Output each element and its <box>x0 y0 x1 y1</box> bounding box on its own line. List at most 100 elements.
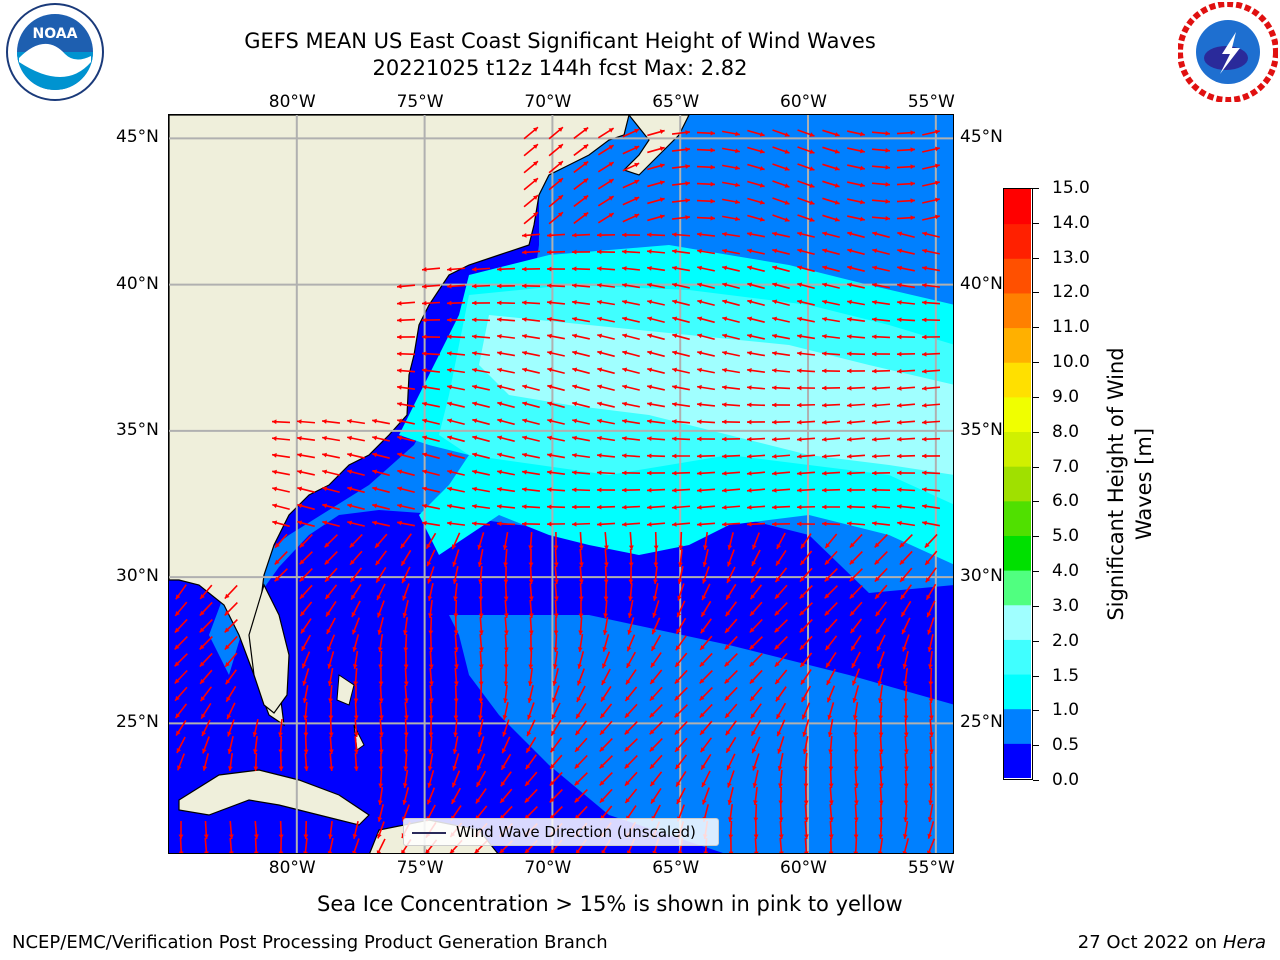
wave-arrow <box>596 283 616 288</box>
cuba-land <box>178 769 370 826</box>
wave-arrow <box>272 520 290 528</box>
wave-arrow <box>548 177 564 191</box>
wave-arrow <box>396 284 416 289</box>
wave-arrow <box>397 486 415 494</box>
wave-arrow <box>800 533 812 549</box>
wave-arrow <box>921 334 941 340</box>
wave-arrow <box>621 282 641 289</box>
wave-arrow <box>846 368 866 374</box>
wave-arrow <box>647 367 665 374</box>
wave-arrow <box>576 685 586 703</box>
wave-arrow <box>921 317 941 323</box>
wave-arrow <box>428 616 434 636</box>
wave-arrow <box>849 568 863 582</box>
wave-arrow <box>602 634 610 652</box>
wave-arrow <box>697 282 715 289</box>
wave-arrow <box>821 487 841 493</box>
wave-arrow <box>549 789 563 803</box>
map-canvas <box>169 115 953 853</box>
wave-arrow <box>274 533 288 549</box>
wave-arrow <box>503 599 509 619</box>
wave-arrow <box>727 532 734 550</box>
wave-arrow <box>577 668 585 686</box>
wave-arrow <box>722 164 740 171</box>
wave-arrow <box>403 667 409 687</box>
wave-arrow <box>302 685 309 703</box>
wave-arrow <box>224 602 238 616</box>
wave-arrow <box>647 197 665 205</box>
wave-arrow <box>546 504 566 510</box>
wave-arrow <box>678 531 684 551</box>
lon-label-bottom: 75°W <box>396 858 444 878</box>
wave-arrow <box>722 333 740 340</box>
wave-arrow <box>777 753 784 771</box>
wave-arrow <box>896 300 916 305</box>
wave-arrow <box>573 177 589 191</box>
wave-arrow <box>646 419 666 424</box>
wave-arrow <box>502 719 510 737</box>
wave-arrow <box>797 197 815 205</box>
wave-arrow <box>824 550 838 566</box>
wave-arrow <box>596 299 616 306</box>
wave-arrow <box>697 367 715 374</box>
wave-arrow <box>797 316 815 323</box>
wave-arrow <box>696 487 716 493</box>
wave-arrow <box>797 146 815 154</box>
wave-arrow <box>622 128 640 138</box>
colorbar-swatch <box>1004 362 1031 398</box>
wave-arrow <box>696 248 716 255</box>
wave-arrow <box>803 803 809 823</box>
wave-arrow <box>477 549 484 567</box>
wave-arrow <box>478 667 484 687</box>
wave-arrow <box>202 753 210 771</box>
wave-arrow <box>472 367 490 374</box>
wave-arrow <box>621 521 641 527</box>
wave-arrow <box>871 148 891 153</box>
wave-arrow <box>403 701 409 721</box>
wave-arrow <box>521 487 541 492</box>
wave-arrow <box>824 585 838 599</box>
colorbar-tick-mark <box>1033 466 1039 468</box>
wave-arrow <box>753 803 759 823</box>
map-legend: Wind Wave Direction (unscaled) <box>403 818 719 846</box>
colorbar-tick-mark <box>1033 501 1039 503</box>
wave-arrow <box>352 634 360 652</box>
wave-arrow <box>176 736 186 754</box>
wave-arrow <box>674 720 688 736</box>
wave-arrow <box>721 385 741 390</box>
wave-arrow <box>703 531 708 551</box>
colorbar-tick-mark <box>1033 327 1039 329</box>
wave-arrow <box>646 453 666 459</box>
wave-arrow <box>799 652 813 668</box>
wave-arrow <box>297 486 315 493</box>
wave-arrow <box>622 333 640 341</box>
wave-arrow <box>374 550 388 566</box>
wave-arrow <box>422 486 440 493</box>
wave-arrow <box>328 718 334 738</box>
wave-arrow <box>600 686 612 702</box>
wave-arrow <box>571 452 591 459</box>
wave-arrow <box>427 566 435 584</box>
wave-arrow <box>747 350 765 357</box>
wave-arrow <box>377 786 384 806</box>
wave-arrow <box>796 419 816 425</box>
lon-label-top: 60°W <box>780 92 827 112</box>
wave-arrow <box>747 163 765 171</box>
wave-arrow <box>202 736 210 754</box>
wave-arrow <box>671 419 691 424</box>
wave-arrow <box>799 584 813 600</box>
wave-arrow <box>428 633 434 653</box>
wave-arrow <box>771 419 791 425</box>
wave-arrow <box>203 837 209 853</box>
wave-arrow <box>547 333 565 340</box>
wave-arrow <box>746 402 766 408</box>
wave-arrow <box>876 634 886 652</box>
wave-arrow <box>521 266 541 272</box>
wave-arrow <box>746 488 766 493</box>
wave-arrow <box>701 583 711 601</box>
wave-arrow <box>646 232 666 238</box>
wave-arrow <box>696 419 716 425</box>
wave-arrow <box>497 384 515 391</box>
wave-arrow <box>896 351 916 357</box>
wave-arrow <box>797 180 815 188</box>
